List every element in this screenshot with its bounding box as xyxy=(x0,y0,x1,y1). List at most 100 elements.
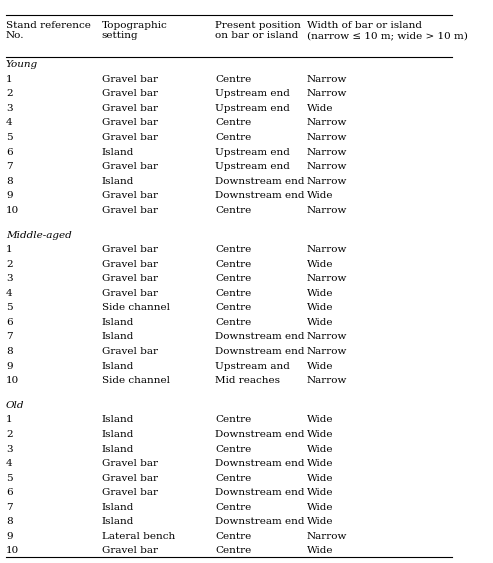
Text: Wide: Wide xyxy=(307,303,333,312)
Text: 8: 8 xyxy=(6,177,12,186)
Text: Narrow: Narrow xyxy=(307,133,347,142)
Text: Centre: Centre xyxy=(215,289,252,298)
Text: Gravel bar: Gravel bar xyxy=(102,459,158,468)
Text: Centre: Centre xyxy=(215,260,252,269)
Text: 7: 7 xyxy=(6,333,12,342)
Text: Side channel: Side channel xyxy=(102,303,170,312)
Text: Narrow: Narrow xyxy=(307,376,347,385)
Text: Old: Old xyxy=(6,401,25,410)
Text: 5: 5 xyxy=(6,133,12,142)
Text: Island: Island xyxy=(102,177,134,186)
Text: Centre: Centre xyxy=(215,133,252,142)
Text: 6: 6 xyxy=(6,148,12,157)
Text: Gravel bar: Gravel bar xyxy=(102,245,158,254)
Text: Island: Island xyxy=(102,361,134,370)
Text: Narrow: Narrow xyxy=(307,75,347,84)
Text: 3: 3 xyxy=(6,104,12,113)
Text: 6: 6 xyxy=(6,488,12,497)
Text: Downstream end: Downstream end xyxy=(215,517,305,526)
Text: Mid reaches: Mid reaches xyxy=(215,376,281,385)
Text: 5: 5 xyxy=(6,473,12,482)
Text: Centre: Centre xyxy=(215,473,252,482)
Text: Wide: Wide xyxy=(307,473,333,482)
Text: Gravel bar: Gravel bar xyxy=(102,191,158,200)
Text: 2: 2 xyxy=(6,430,12,439)
Text: Centre: Centre xyxy=(215,245,252,254)
Text: 10: 10 xyxy=(6,206,19,215)
Text: Wide: Wide xyxy=(307,445,333,454)
Text: Island: Island xyxy=(102,148,134,157)
Text: 3: 3 xyxy=(6,445,12,454)
Text: Island: Island xyxy=(102,333,134,342)
Text: Centre: Centre xyxy=(215,532,252,541)
Text: Narrow: Narrow xyxy=(307,162,347,171)
Text: Side channel: Side channel xyxy=(102,376,170,385)
Text: 2: 2 xyxy=(6,260,12,269)
Text: 10: 10 xyxy=(6,376,19,385)
Text: Gravel bar: Gravel bar xyxy=(102,206,158,215)
Text: Narrow: Narrow xyxy=(307,333,347,342)
Text: Gravel bar: Gravel bar xyxy=(102,118,158,127)
Text: 4: 4 xyxy=(6,289,12,298)
Text: Gravel bar: Gravel bar xyxy=(102,347,158,356)
Text: Young: Young xyxy=(6,60,38,69)
Text: Centre: Centre xyxy=(215,274,252,283)
Text: Wide: Wide xyxy=(307,547,333,556)
Text: Narrow: Narrow xyxy=(307,245,347,254)
Text: Wide: Wide xyxy=(307,430,333,439)
Text: Narrow: Narrow xyxy=(307,347,347,356)
Text: Wide: Wide xyxy=(307,503,333,512)
Text: Gravel bar: Gravel bar xyxy=(102,133,158,142)
Text: Middle-aged: Middle-aged xyxy=(6,230,71,239)
Text: Centre: Centre xyxy=(215,303,252,312)
Text: Centre: Centre xyxy=(215,445,252,454)
Text: Downstream end: Downstream end xyxy=(215,459,305,468)
Text: Gravel bar: Gravel bar xyxy=(102,289,158,298)
Text: 8: 8 xyxy=(6,347,12,356)
Text: Gravel bar: Gravel bar xyxy=(102,104,158,113)
Text: Wide: Wide xyxy=(307,517,333,526)
Text: Lateral bench: Lateral bench xyxy=(102,532,175,541)
Text: Island: Island xyxy=(102,517,134,526)
Text: Upstream end: Upstream end xyxy=(215,90,290,99)
Text: Island: Island xyxy=(102,318,134,327)
Text: Centre: Centre xyxy=(215,118,252,127)
Text: 10: 10 xyxy=(6,547,19,556)
Text: Downstream end: Downstream end xyxy=(215,488,305,497)
Text: Island: Island xyxy=(102,415,134,425)
Text: 8: 8 xyxy=(6,517,12,526)
Text: 1: 1 xyxy=(6,415,12,425)
Text: Gravel bar: Gravel bar xyxy=(102,90,158,99)
Text: Gravel bar: Gravel bar xyxy=(102,260,158,269)
Text: Upstream end: Upstream end xyxy=(215,104,290,113)
Text: 3: 3 xyxy=(6,274,12,283)
Text: Narrow: Narrow xyxy=(307,90,347,99)
Text: Island: Island xyxy=(102,503,134,512)
Text: Downstream end: Downstream end xyxy=(215,333,305,342)
Text: Wide: Wide xyxy=(307,289,333,298)
Text: Wide: Wide xyxy=(307,459,333,468)
Text: 1: 1 xyxy=(6,75,12,84)
Text: Wide: Wide xyxy=(307,191,333,200)
Text: Gravel bar: Gravel bar xyxy=(102,473,158,482)
Text: Downstream end: Downstream end xyxy=(215,191,305,200)
Text: Gravel bar: Gravel bar xyxy=(102,162,158,171)
Text: Wide: Wide xyxy=(307,415,333,425)
Text: Gravel bar: Gravel bar xyxy=(102,75,158,84)
Text: Downstream end: Downstream end xyxy=(215,177,305,186)
Text: 9: 9 xyxy=(6,532,12,541)
Text: 6: 6 xyxy=(6,318,12,327)
Text: Downstream end: Downstream end xyxy=(215,347,305,356)
Text: 9: 9 xyxy=(6,361,12,370)
Text: Gravel bar: Gravel bar xyxy=(102,547,158,556)
Text: 2: 2 xyxy=(6,90,12,99)
Text: Narrow: Narrow xyxy=(307,532,347,541)
Text: Island: Island xyxy=(102,445,134,454)
Text: Wide: Wide xyxy=(307,488,333,497)
Text: Centre: Centre xyxy=(215,415,252,425)
Text: Centre: Centre xyxy=(215,206,252,215)
Text: 5: 5 xyxy=(6,303,12,312)
Text: Topographic
setting: Topographic setting xyxy=(102,21,167,41)
Text: 1: 1 xyxy=(6,245,12,254)
Text: Width of bar or island
(narrow ≤ 10 m; wide > 10 m): Width of bar or island (narrow ≤ 10 m; w… xyxy=(307,21,467,41)
